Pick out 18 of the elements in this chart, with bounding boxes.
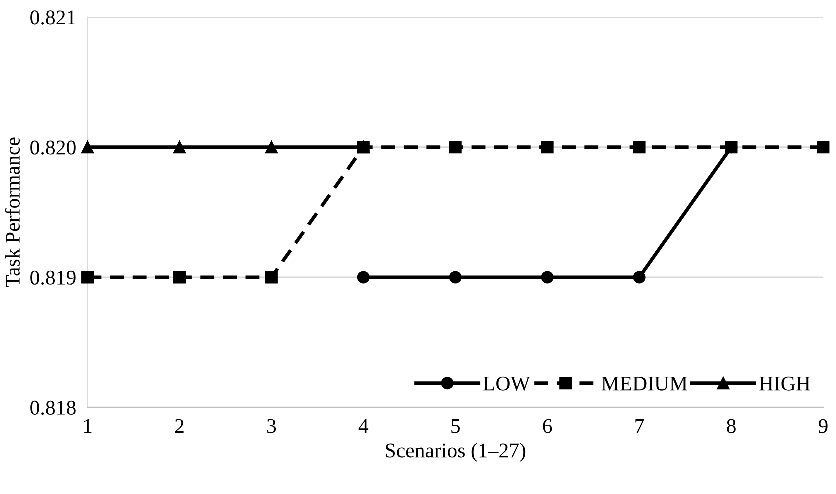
x-tick-label: 7: [636, 419, 644, 434]
y-axis-title: Task Performance: [5, 138, 20, 288]
x-tick-label: 4: [358, 419, 369, 434]
x-tick-label: 6: [543, 419, 552, 434]
y-tick-label: 0.821: [30, 10, 76, 25]
x-tick-label: 5: [452, 419, 460, 434]
x-axis-title: Scenarios (1–27): [386, 443, 526, 462]
x-tick-label: 2: [175, 419, 184, 434]
y-tick-label: 0.819: [30, 270, 76, 285]
legend-label: LOW: [484, 376, 530, 391]
y-tick-label: 0.820: [30, 140, 76, 155]
y-tick-label: 0.818: [30, 400, 76, 416]
x-tick-label: 9: [818, 419, 828, 434]
x-tick-label: 3: [267, 419, 276, 434]
legend-label: MEDIUM: [602, 376, 688, 391]
x-tick-label: 1: [84, 419, 92, 434]
x-tick-label: 8: [727, 419, 736, 434]
legend-label: HIGH: [759, 376, 810, 391]
